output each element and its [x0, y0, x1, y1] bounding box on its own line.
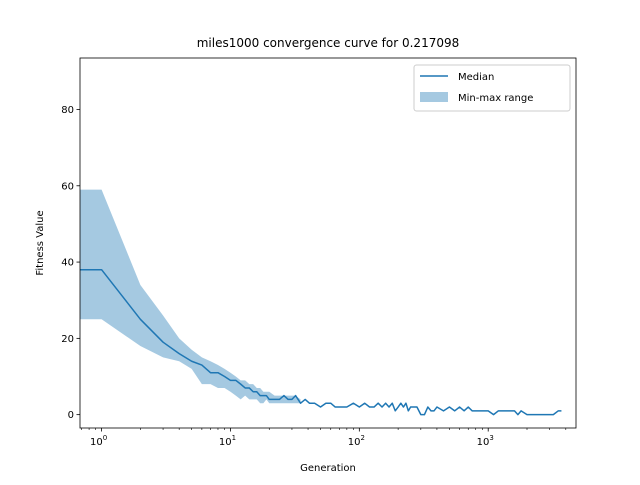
y-tick-label: 40 — [61, 258, 74, 269]
legend-range-swatch — [420, 92, 448, 102]
plot-area — [80, 189, 562, 416]
x-tick-label: 101 — [219, 434, 236, 448]
plot-content — [80, 189, 562, 416]
y-tick-label: 80 — [61, 105, 74, 116]
x-tick-label: 103 — [477, 434, 494, 448]
x-axis-label: Generation — [300, 463, 356, 474]
axes-frame — [79, 57, 577, 429]
axes: 0 20 40 60 80 100 101 102 103 — [61, 57, 577, 448]
chart-title: miles1000 convergence curve for 0.217098 — [197, 36, 460, 50]
y-axis-label: Fitness Value — [35, 210, 46, 275]
y-tick-label: 60 — [61, 181, 74, 192]
y-tick-label: 0 — [68, 410, 74, 421]
median-line — [80, 268, 562, 416]
legend-range-label: Min-max range — [458, 93, 533, 104]
legend-median-label: Median — [458, 72, 494, 83]
y-tick-label: 20 — [61, 334, 74, 345]
x-tick-label: 102 — [348, 434, 365, 448]
legend: Median Min-max range — [413, 64, 571, 112]
x-tick-label: 100 — [90, 434, 107, 448]
legend-box — [413, 64, 571, 112]
